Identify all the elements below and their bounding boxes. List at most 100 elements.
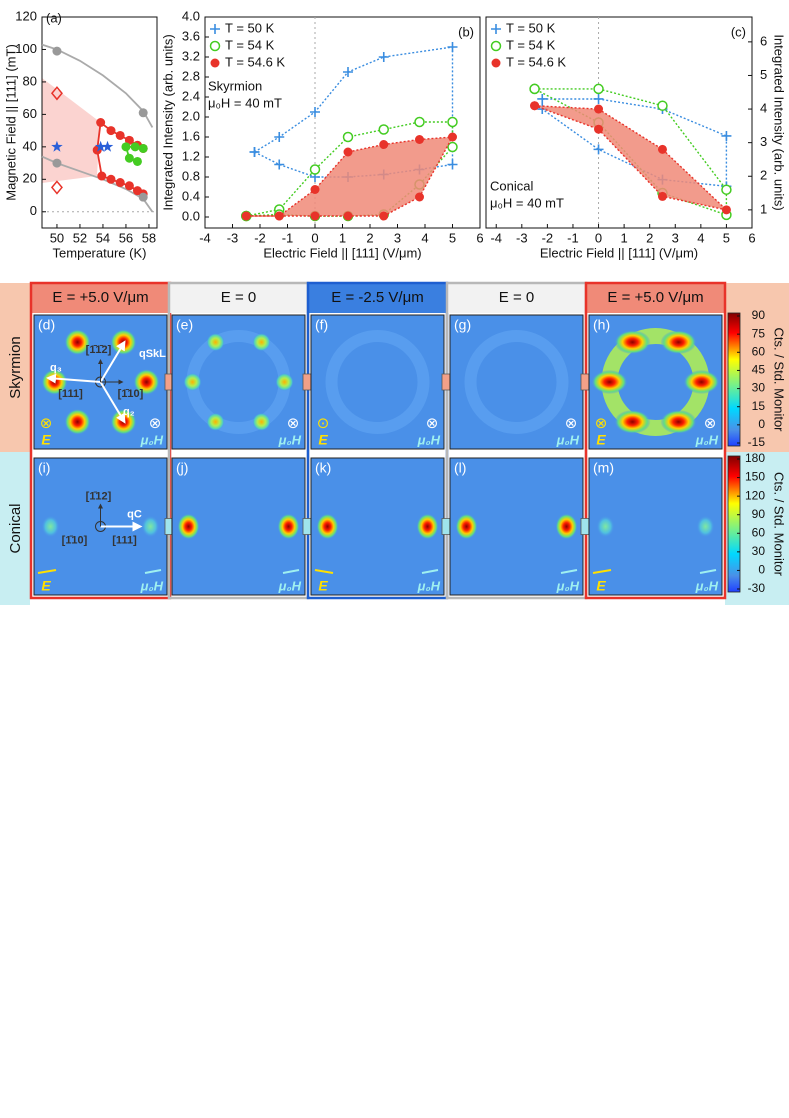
vector-label: [1̄10] (118, 388, 144, 400)
x-tick-label: 1 (339, 230, 346, 245)
y-tick-label: 3 (760, 134, 767, 149)
data-point (379, 140, 389, 149)
panel-label: (m) (593, 460, 614, 476)
field-arrow (592, 569, 612, 574)
legend-marker (491, 24, 501, 34)
vector-label: [1̄12] (86, 490, 112, 502)
peak (275, 373, 294, 391)
peak (316, 513, 339, 540)
data-point (124, 181, 134, 191)
y-tick-label: 120 (15, 8, 37, 23)
x-tick-label: 2 (366, 230, 373, 245)
data-point (378, 124, 389, 135)
chart: 50 52 54 56 58 0 20 40 60 80 100 120 Temperature (K)… (3, 8, 158, 260)
colorbar-label: Cts. / Std. Monitor (772, 327, 787, 432)
moment-label: μ₀H (556, 432, 580, 447)
peak (183, 373, 202, 391)
panel-label: (f) (315, 317, 328, 333)
peak (252, 333, 271, 352)
legend-label: T = 54 K (506, 37, 556, 52)
x-tick-label: -1 (282, 230, 294, 245)
data-point (530, 101, 540, 111)
peak (206, 333, 225, 352)
x-tick-label: -4 (199, 230, 211, 245)
map-panel: (h)⊗μ₀H⊗E (588, 314, 723, 450)
data-point (106, 126, 116, 136)
map-panel: (e) ⊗μ₀H (171, 314, 306, 450)
data-point (447, 159, 458, 170)
moment-label: μ₀H (695, 578, 719, 593)
panel-label: (d) (38, 317, 55, 333)
image-grid: Skyrmion Conical E = +5.0 V/μm E = 0 E = -2.… (0, 281, 789, 605)
moment-label: μ₀H (140, 432, 164, 447)
data-point (138, 143, 148, 153)
peak (416, 513, 439, 540)
legend-label: T = 50 K (225, 20, 275, 35)
panel-label: (j) (176, 460, 188, 476)
data-point (721, 184, 732, 195)
annotation: μ₀H = 40 mT (208, 95, 282, 110)
x-tick-label: -3 (227, 230, 239, 245)
map-panel: (m) μ₀H E (588, 457, 723, 596)
data-point (593, 83, 604, 95)
series-line (534, 88, 728, 216)
map-panel: (i) μ₀H E [1̄12] [1̄10] [111] qC (33, 457, 168, 596)
peak (64, 329, 91, 356)
data-point (138, 108, 148, 118)
vector-label: [1̄10] (62, 534, 88, 546)
field-label: E (318, 432, 328, 448)
vector-label: [111] (58, 388, 83, 400)
moment-label: μ₀H (278, 578, 302, 593)
moment-arrow (144, 569, 162, 574)
x-tick-label: 52 (73, 230, 87, 245)
panel-label: (a) (46, 10, 62, 25)
field-arrow (314, 569, 334, 574)
peak (614, 330, 651, 355)
data-point (52, 158, 62, 168)
vector-label: q₂ (123, 406, 135, 418)
map-panel: (j) μ₀H (171, 457, 306, 596)
colorbar-tick-label: 90 (752, 507, 766, 521)
map-panel: (k) μ₀H E (310, 457, 445, 596)
y-tick-label: 0.0 (182, 208, 200, 223)
plot-frame (41, 16, 158, 229)
y-tick-label: 2.8 (182, 68, 200, 83)
colorbar-tick-label: 180 (745, 451, 765, 465)
colorbar-tick-label: 0 (758, 417, 765, 431)
panel-label: (g) (454, 317, 471, 333)
annotation: Skyrmion (208, 78, 262, 93)
peak (277, 513, 300, 540)
x-tick-label: 58 (142, 230, 156, 245)
panel-label: (l) (454, 460, 466, 476)
moment-label: μ₀H (417, 578, 441, 593)
colorbar-tick-label: 30 (752, 544, 766, 558)
x-tick-label: 56 (119, 230, 133, 245)
moment-label: μ₀H (695, 432, 719, 447)
map-panel: (f) ⊗μ₀H ⊙E (310, 314, 445, 450)
data-point (657, 144, 667, 154)
colorbar-tick-label: -15 (748, 435, 766, 449)
ring (464, 330, 569, 434)
data-point (343, 67, 353, 77)
data-point (721, 130, 732, 141)
series-area (246, 137, 453, 216)
y-tick-label: 0 (30, 203, 37, 218)
data-point (115, 130, 125, 140)
map-panel: (g) ⊗μ₀H (449, 314, 584, 450)
data-point (309, 164, 321, 175)
column-header (309, 283, 446, 313)
peak (614, 409, 651, 434)
row-strip (0, 283, 30, 452)
x-tick-label: 5 (723, 230, 730, 245)
row-strip (0, 452, 30, 605)
moment-symbol: ⊗ (149, 415, 162, 432)
panel-label: (i) (38, 460, 50, 476)
moment-symbol: ⊗ (287, 415, 300, 432)
vector-label: [111] (112, 534, 137, 546)
moment-label: μ₀H (140, 578, 164, 593)
data-point (274, 132, 285, 142)
x-tick-label: 0 (311, 230, 318, 245)
x-tick-label: -3 (516, 230, 528, 245)
